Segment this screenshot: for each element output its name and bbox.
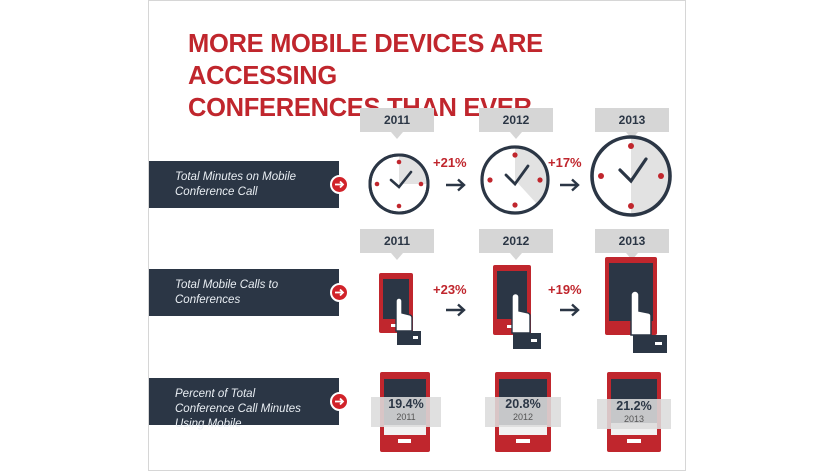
row-label-total-calls: Total Mobile Calls to Conferences (149, 269, 339, 316)
stat-value: 19.4% (388, 397, 424, 411)
phone-tap-icon (493, 265, 541, 349)
change-badge: +23% (433, 282, 467, 297)
clock-icon (480, 145, 550, 215)
arrow-right-circle-icon (330, 175, 349, 194)
year-tag-row2-2012: 2012 (479, 229, 553, 260)
stat-value: 21.2% (616, 399, 652, 413)
arrow-right-icon (560, 303, 580, 317)
year-tag-row1-2013: 2013 (595, 108, 669, 139)
title-line-2: CONFERENCES THAN EVER (188, 94, 532, 122)
phone-tap-icon (605, 257, 667, 353)
stat-year: 2011 (396, 412, 416, 422)
clock-icon (590, 135, 672, 217)
change-badge: +21% (433, 155, 467, 170)
arrow-right-circle-icon (330, 392, 349, 411)
infographic-card: MORE MOBILE DEVICES ARE ACCESSING CONFER… (148, 0, 686, 471)
arrow-right-circle-icon (330, 283, 349, 302)
stat-value: 20.8% (505, 397, 541, 411)
stat-box-2013: 21.2% 2013 (597, 399, 671, 429)
change-badge: +19% (548, 282, 582, 297)
arrow-right-icon (560, 178, 580, 192)
arrow-right-icon (446, 178, 466, 192)
arrow-right-icon (446, 303, 466, 317)
stat-box-2012: 20.8% 2012 (485, 397, 561, 427)
infographic-title: MORE MOBILE DEVICES ARE ACCESSING CONFER… (188, 28, 668, 124)
stat-box-2011: 19.4% 2011 (371, 397, 441, 427)
year-tag-row2-2011: 2011 (360, 229, 434, 260)
phone-tap-icon (379, 273, 421, 345)
year-tag-row1-2011: 2011 (360, 108, 434, 139)
clock-icon (368, 153, 430, 215)
row-label-percent-mobile: Percent of Total Conference Call Minutes… (149, 378, 339, 430)
year-tag-row1-2012: 2012 (479, 108, 553, 139)
title-line-1: MORE MOBILE DEVICES ARE ACCESSING (188, 30, 543, 90)
row-label-total-minutes: Total Minutes on Mobile Conference Call (149, 161, 339, 208)
year-tag-row2-2013: 2013 (595, 229, 669, 260)
stat-year: 2013 (623, 414, 645, 424)
stat-year: 2012 (512, 412, 534, 422)
change-badge: +17% (548, 155, 582, 170)
